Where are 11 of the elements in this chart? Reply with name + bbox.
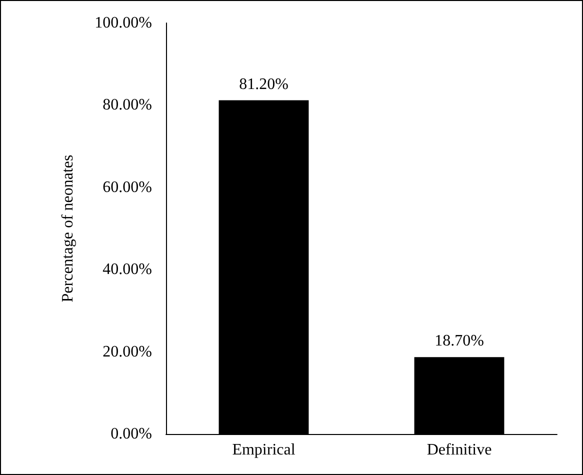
y-tick-label: 80.00% (102, 96, 152, 114)
x-tick-label: Definitive (426, 442, 492, 458)
y-tick-label: 100.00% (94, 14, 152, 32)
data-label: 81.20% (239, 76, 288, 93)
y-tick-label: 0.00% (110, 426, 152, 442)
y-axis-title: Percentage of neonates (60, 154, 76, 302)
x-tick-label: Empirical (232, 442, 296, 458)
y-tick-label: 40.00% (102, 261, 152, 278)
y-tick-label: 60.00% (102, 178, 152, 196)
y-tick-label: 20.00% (102, 343, 152, 360)
data-label: 18.70% (434, 332, 484, 350)
